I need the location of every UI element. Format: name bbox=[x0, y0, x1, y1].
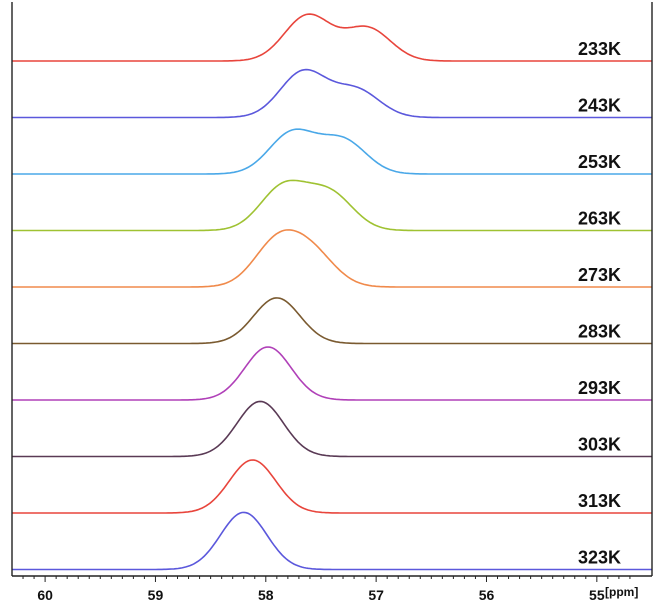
traces-group bbox=[12, 13, 652, 571]
trace-233K bbox=[12, 13, 652, 62]
trace-253K bbox=[12, 128, 652, 175]
trace-293K bbox=[12, 346, 652, 401]
series-label-323K: 323K bbox=[578, 548, 621, 568]
trace-283K bbox=[12, 297, 652, 345]
x-axis: 60 59 58 57 56 55 bbox=[11, 2, 653, 603]
trace-313K bbox=[12, 459, 652, 514]
x-tick-label-59: 59 bbox=[148, 587, 164, 603]
trace-323K bbox=[12, 511, 652, 571]
series-label-233K: 233K bbox=[578, 39, 621, 59]
x-tick-label-57: 57 bbox=[368, 587, 384, 603]
trace-273K bbox=[12, 229, 652, 288]
series-label-283K: 283K bbox=[578, 322, 621, 342]
x-tick-label-60: 60 bbox=[37, 587, 53, 603]
series-label-273K: 273K bbox=[578, 265, 621, 285]
series-label-293K: 293K bbox=[578, 378, 621, 398]
trace-303K bbox=[12, 400, 652, 458]
series-label-303K: 303K bbox=[578, 435, 621, 455]
series-label-263K: 263K bbox=[578, 209, 621, 229]
series-label-313K: 313K bbox=[578, 491, 621, 511]
x-tick-label-58: 58 bbox=[258, 587, 274, 603]
x-tick-label-55: 55 bbox=[589, 587, 605, 603]
series-label-253K: 253K bbox=[578, 152, 621, 172]
series-label-243K: 243K bbox=[578, 96, 621, 116]
trace-263K bbox=[12, 179, 652, 232]
trace-243K bbox=[12, 68, 652, 119]
x-unit-label: [ppm] bbox=[605, 585, 638, 599]
series-labels-group: 233K 243K 253K 263K 273K 283K 293K 303K 313K 323K bbox=[578, 39, 621, 568]
x-tick-label-56: 56 bbox=[479, 587, 495, 603]
